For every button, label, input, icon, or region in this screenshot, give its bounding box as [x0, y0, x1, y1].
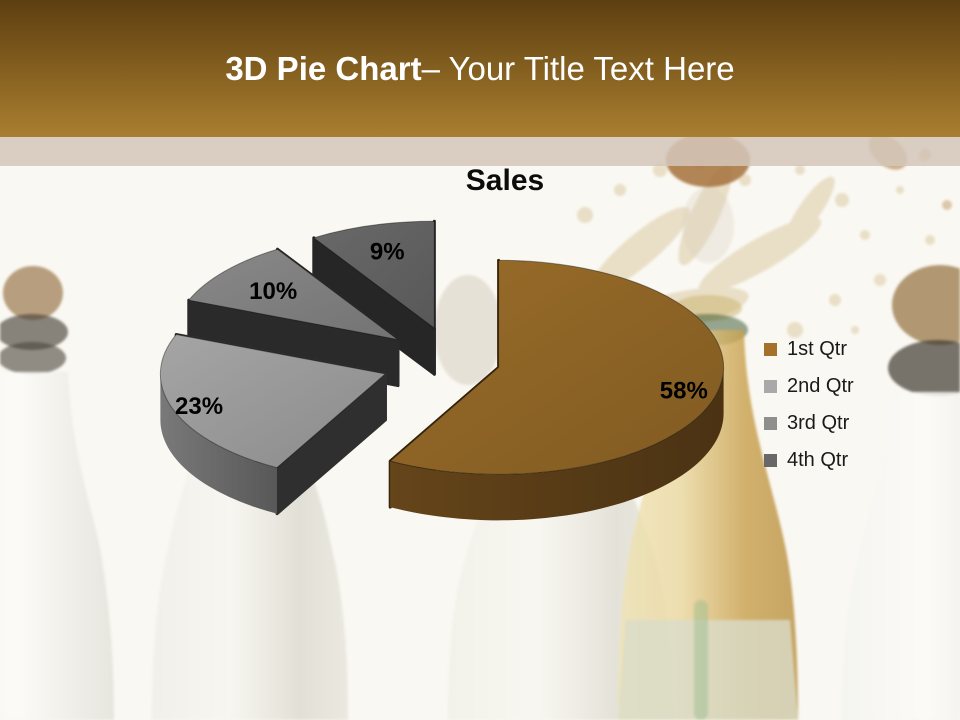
legend-swatch [764, 454, 777, 467]
slide-title-bold: 3D Pie Chart [225, 49, 422, 87]
legend-item: 3rd Qtr [764, 405, 854, 442]
chart-title: Sales [465, 164, 545, 197]
pie-slice-front-wall [160, 373, 277, 514]
pie-slice-label: 58% [660, 377, 708, 404]
pie-slice-group-1: 58% [388, 258, 725, 521]
pie-slice-1 [389, 259, 725, 475]
legend-swatch [764, 417, 777, 430]
pie-slice-3 [188, 248, 399, 341]
legend-item: 4th Qtr [764, 442, 854, 479]
legend-item: 2nd Qtr [764, 368, 854, 405]
legend-swatch [764, 380, 777, 393]
legend-swatch [764, 343, 777, 356]
background-bottle-1 [0, 266, 114, 720]
pie-slice-label: 9% [370, 239, 405, 266]
chart-legend: 1st Qtr 2nd Qtr 3rd Qtr 4th Qtr [764, 331, 854, 479]
pie-slice-4 [313, 220, 435, 329]
legend-label: 4th Qtr [787, 449, 849, 471]
pie-slice-label: 23% [175, 393, 223, 420]
legend-item: 1st Qtr [764, 331, 854, 368]
legend-label: 3rd Qtr [787, 412, 850, 434]
pie-slice-label: 10% [249, 278, 297, 305]
pie-slice-2 [159, 334, 386, 469]
slide-header: 3D Pie Chart – Your Title Text Here [0, 0, 960, 137]
pie-slice-group-2: 23% [159, 333, 387, 516]
pie-slice-group-4: 9% [312, 219, 436, 376]
legend-label: 2nd Qtr [787, 375, 854, 397]
slide-title-rest: – Your Title Text Here [421, 49, 735, 87]
legend-label: 1st Qtr [787, 338, 848, 360]
header-accent-strip [0, 137, 960, 166]
background-bottle-5 [842, 265, 960, 720]
pie-slice-front-wall [390, 367, 724, 521]
pie-slice-group-3: 10% [187, 247, 400, 388]
